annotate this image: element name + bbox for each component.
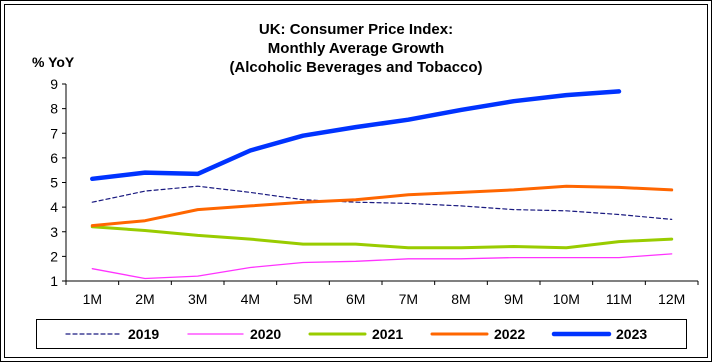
legend: 2019 2020 2021 2022 2023	[65, 326, 647, 342]
legend-label-2022: 2022	[494, 326, 525, 342]
x-tick-label: 7M	[399, 291, 418, 307]
x-tick-label: 4M	[241, 291, 260, 307]
series-lines	[90, 89, 674, 280]
y-tick-label: 7	[50, 125, 58, 141]
x-tick-label: 11M	[606, 291, 632, 307]
series-line-2022	[90, 184, 674, 228]
y-tick-label: 1	[50, 273, 58, 289]
x-tick-label: 2M	[135, 291, 154, 307]
y-tick-label: 4	[50, 199, 58, 215]
y-tick-label: 8	[50, 101, 58, 117]
x-tick-label: 5M	[293, 291, 312, 307]
y-axis-label: % YoY	[32, 54, 75, 70]
series-line-2021	[90, 225, 674, 250]
series-line-2019	[91, 185, 673, 220]
y-tick-label: 5	[50, 175, 58, 191]
x-tick-label: 6M	[346, 291, 365, 307]
legend-label-2023: 2023	[616, 326, 647, 342]
y-tick-label: 2	[50, 248, 58, 264]
legend-label-2020: 2020	[250, 326, 281, 342]
chart-frame-inner	[4, 4, 708, 358]
y-tick-label: 3	[50, 224, 58, 240]
chart-title-line-3: (Alcoholic Beverages and Tobacco)	[229, 59, 482, 76]
chart-title-line-1: UK: Consumer Price Index:	[259, 21, 453, 38]
axes: 1 2 3 4 5 6 7 8 9 1M 2M 3M 4M 5M 6M 7M 8M 9M 10M 11M 12M	[50, 76, 699, 307]
y-tick-label: 9	[50, 76, 58, 92]
legend-label-2021: 2021	[372, 326, 403, 342]
x-tick-label: 1M	[83, 291, 102, 307]
legend-label-2019: 2019	[128, 326, 159, 342]
x-tick-label: 12M	[658, 291, 685, 307]
x-tick-label: 8M	[451, 291, 470, 307]
y-tick-label: 6	[50, 150, 58, 166]
series-line-2020	[91, 253, 673, 280]
chart-title-line-2: Monthly Average Growth	[268, 40, 444, 57]
x-tick-label: 9M	[504, 291, 523, 307]
x-tick-label: 3M	[188, 291, 207, 307]
x-tick-label: 10M	[553, 291, 580, 307]
series-line-2023	[90, 89, 622, 182]
